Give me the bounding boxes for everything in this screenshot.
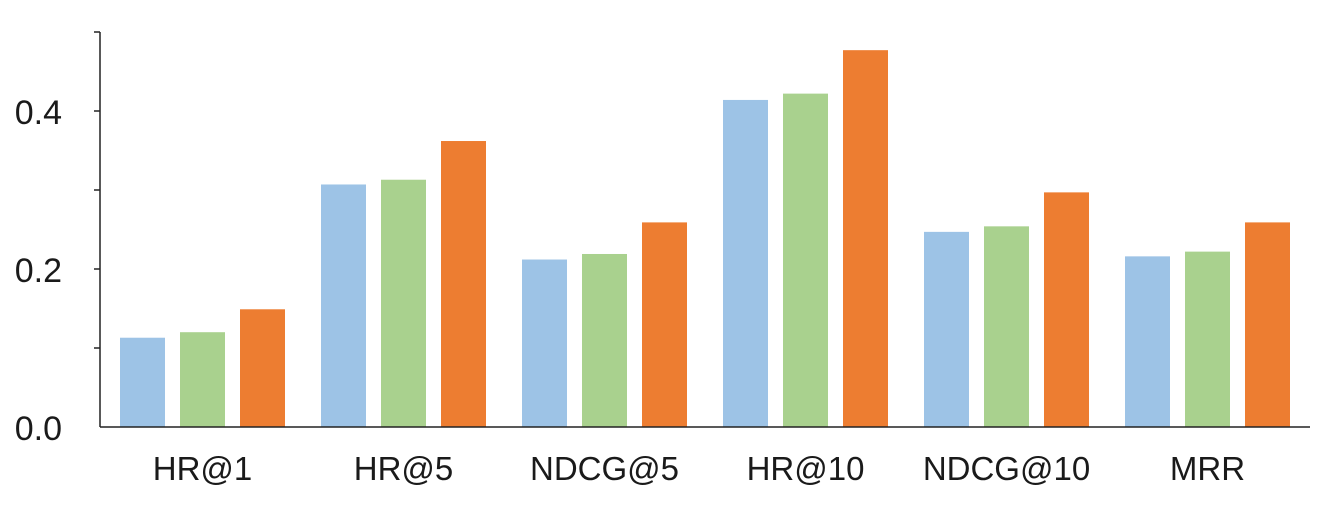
bar-ndcg-at-10-series-3 [1044,192,1089,427]
bar-mrr-series-3 [1245,222,1290,427]
x-category-label: MRR [1170,450,1245,487]
bar-hr-at-5-series-1 [321,184,366,427]
bars-layer [120,50,1290,428]
bar-hr-at-1-series-2 [180,332,225,427]
axes-layer [99,32,1310,428]
bar-hr-at-1-series-3 [240,309,285,427]
x-category-label: NDCG@5 [530,450,679,487]
bar-hr-at-5-series-2 [381,179,426,427]
bar-hr-at-10-series-1 [723,99,768,427]
x-category-label: HR@10 [747,450,865,487]
bar-ndcg-at-5-series-3 [642,222,687,427]
x-category-labels: HR@1 HR@5 NDCG@5 HR@10 NDCG@10 MRR [153,450,1245,487]
y-tick-label: 0.4 [15,94,62,132]
y-ticks-layer [94,31,100,349]
bar-hr-at-10-series-2 [783,93,828,428]
y-tick-labels: 0.0 0.2 0.4 [15,94,62,448]
bar-mrr-series-2 [1185,251,1230,427]
bar-ndcg-at-10-series-1 [924,231,969,427]
x-category-label: HR@1 [153,450,253,487]
bar-ndcg-at-5-series-1 [522,259,567,427]
x-category-label: HR@5 [354,450,454,487]
bar-ndcg-at-5-series-2 [582,253,627,427]
bar-hr-at-1-series-1 [120,337,165,427]
bar-hr-at-5-series-3 [441,141,486,427]
y-tick-label: 0.0 [15,410,62,448]
bar-mrr-series-1 [1125,256,1170,427]
y-tick-label: 0.2 [15,252,62,290]
bar-ndcg-at-10-series-2 [984,226,1029,427]
bar-hr-at-10-series-3 [843,50,888,428]
x-category-label: NDCG@10 [923,450,1090,487]
